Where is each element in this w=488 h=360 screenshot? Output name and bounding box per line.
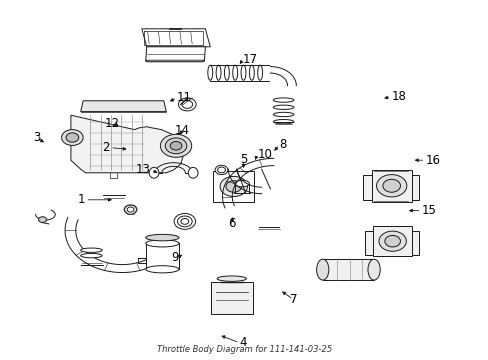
Ellipse shape <box>81 253 102 258</box>
Circle shape <box>217 167 225 173</box>
Text: 3: 3 <box>33 131 41 144</box>
Text: 17: 17 <box>243 53 258 66</box>
Ellipse shape <box>145 234 179 241</box>
Bar <box>365 231 372 255</box>
Circle shape <box>181 219 188 224</box>
Bar <box>322 259 373 280</box>
Ellipse shape <box>145 240 179 247</box>
Text: 8: 8 <box>279 138 286 151</box>
Circle shape <box>61 130 83 145</box>
Bar <box>371 170 411 202</box>
Ellipse shape <box>149 167 159 178</box>
Circle shape <box>170 141 182 150</box>
Ellipse shape <box>188 167 198 178</box>
Bar <box>362 175 371 200</box>
Circle shape <box>376 175 406 197</box>
Ellipse shape <box>241 65 245 80</box>
Ellipse shape <box>273 98 293 102</box>
Polygon shape <box>142 29 210 47</box>
Circle shape <box>382 179 400 192</box>
Circle shape <box>39 217 46 222</box>
Circle shape <box>66 133 79 142</box>
Text: 6: 6 <box>228 217 236 230</box>
Circle shape <box>384 235 400 247</box>
Ellipse shape <box>273 112 293 117</box>
Ellipse shape <box>273 120 293 124</box>
Circle shape <box>160 134 191 157</box>
Circle shape <box>220 176 247 197</box>
Bar <box>212 171 254 202</box>
Circle shape <box>124 205 137 214</box>
Ellipse shape <box>216 65 221 80</box>
Text: 16: 16 <box>425 154 440 167</box>
Circle shape <box>127 207 134 212</box>
Ellipse shape <box>249 65 254 80</box>
Polygon shape <box>145 47 205 61</box>
Ellipse shape <box>367 259 380 280</box>
Ellipse shape <box>217 276 246 282</box>
Text: 14: 14 <box>174 124 189 137</box>
Ellipse shape <box>257 65 262 80</box>
Circle shape <box>215 165 227 175</box>
Polygon shape <box>81 101 166 112</box>
Text: Throttle Body Diagram for 111-141-03-25: Throttle Body Diagram for 111-141-03-25 <box>157 345 331 354</box>
Text: 13: 13 <box>136 163 150 176</box>
Text: 12: 12 <box>104 117 120 130</box>
Text: 18: 18 <box>390 90 405 103</box>
Text: 11: 11 <box>177 91 192 104</box>
Ellipse shape <box>207 65 212 80</box>
Circle shape <box>182 100 192 108</box>
Circle shape <box>178 98 196 111</box>
Text: 5: 5 <box>239 153 247 166</box>
Text: 10: 10 <box>257 148 271 161</box>
Circle shape <box>378 231 406 251</box>
Bar <box>372 226 411 256</box>
Text: 4: 4 <box>239 336 246 349</box>
Bar <box>411 231 418 255</box>
Text: 9: 9 <box>171 251 178 264</box>
Ellipse shape <box>224 65 229 80</box>
Ellipse shape <box>81 248 102 252</box>
Bar <box>145 243 179 269</box>
Text: 7: 7 <box>289 293 297 306</box>
Ellipse shape <box>273 105 293 109</box>
Circle shape <box>177 216 192 227</box>
Circle shape <box>225 181 241 192</box>
Bar <box>211 282 252 314</box>
Text: 1: 1 <box>78 193 85 206</box>
Text: 2: 2 <box>102 141 110 154</box>
Ellipse shape <box>232 65 237 80</box>
Ellipse shape <box>145 266 179 273</box>
Ellipse shape <box>316 259 328 280</box>
Text: 15: 15 <box>421 204 435 217</box>
Bar <box>411 175 418 200</box>
Circle shape <box>165 138 186 154</box>
Circle shape <box>174 213 195 229</box>
Ellipse shape <box>234 180 249 187</box>
Polygon shape <box>71 115 183 173</box>
